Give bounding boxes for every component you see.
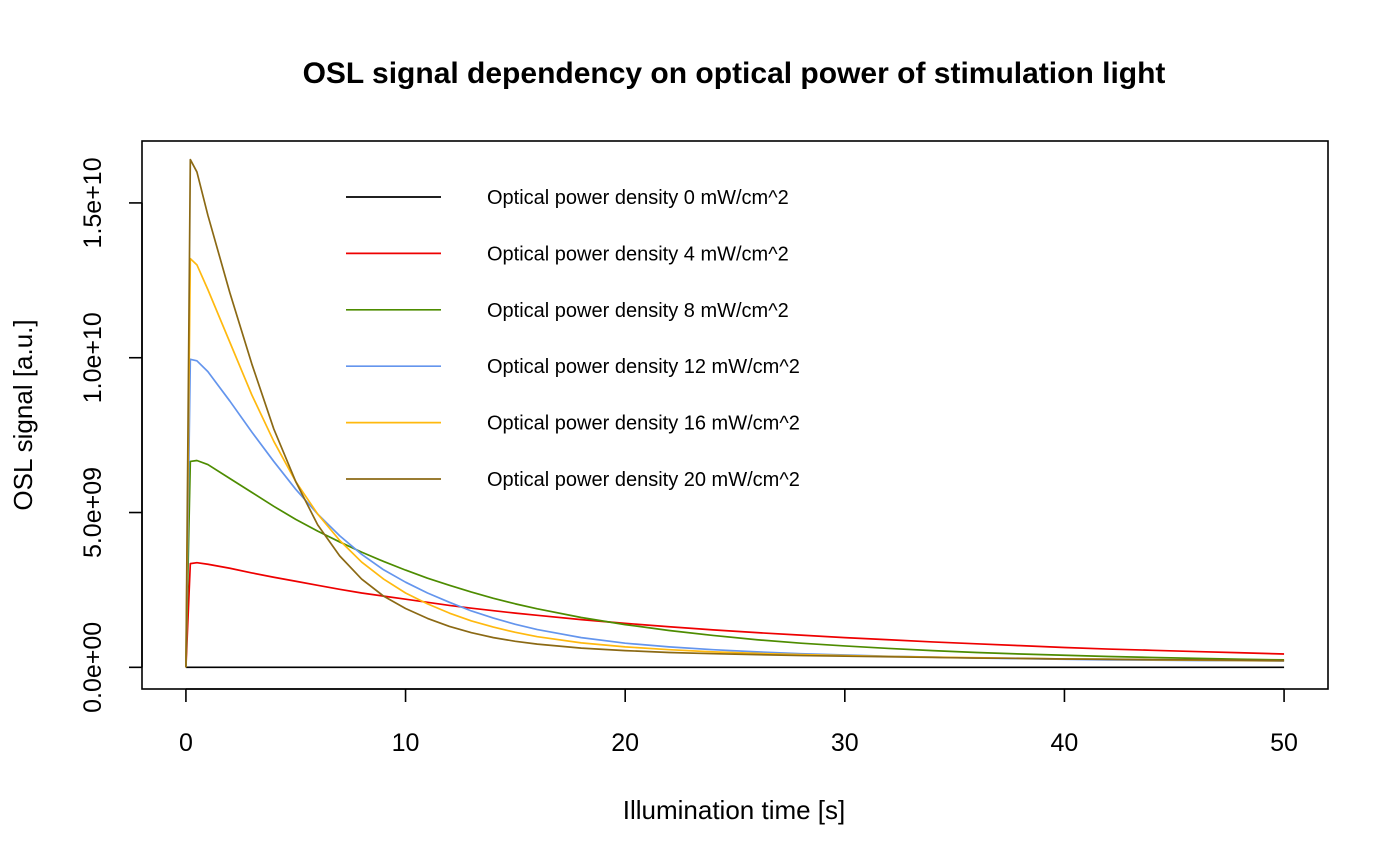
legend-label-5: Optical power density 20 mW/cm^2 — [487, 469, 800, 491]
legend-label-0: Optical power density 0 mW/cm^2 — [487, 187, 789, 209]
legend-label-1: Optical power density 4 mW/cm^2 — [487, 243, 789, 265]
x-tick-label: 40 — [1051, 729, 1079, 757]
series-line-5 — [185, 158, 1285, 668]
x-tick-label: 30 — [831, 729, 859, 757]
legend-label-2: Optical power density 8 mW/cm^2 — [487, 300, 789, 322]
x-tick-label: 0 — [179, 729, 193, 757]
series-layer — [185, 158, 1285, 669]
series-line-2 — [185, 459, 1285, 668]
y-tick-label: 1.0e+10 — [79, 312, 107, 403]
y-tick-label: 1.5e+10 — [79, 157, 107, 248]
series-line-3 — [185, 358, 1285, 668]
y-tick-label: 5.0e+09 — [79, 467, 107, 558]
series-line-1 — [185, 561, 1285, 668]
x-tick-label: 10 — [392, 729, 420, 757]
legend-label-4: Optical power density 16 mW/cm^2 — [487, 413, 800, 435]
x-axis-label: Illumination time [s] — [623, 795, 846, 825]
y-axis-label: OSL signal [a.u.] — [8, 319, 38, 510]
chart-title: OSL signal dependency on optical power o… — [303, 57, 1166, 90]
y-tick-label: 0.0e+00 — [79, 622, 107, 713]
x-axis: 0 10 20 30 40 50 — [179, 688, 1298, 757]
legend: Optical power density 0 mW/cm^2 Optical p… — [346, 187, 800, 491]
legend-label-3: Optical power density 12 mW/cm^2 — [487, 356, 800, 378]
y-axis: 0.0e+00 5.0e+09 1.0e+10 1.5e+10 — [79, 157, 143, 713]
x-tick-label: 50 — [1270, 729, 1298, 757]
x-tick-label: 20 — [611, 729, 639, 757]
